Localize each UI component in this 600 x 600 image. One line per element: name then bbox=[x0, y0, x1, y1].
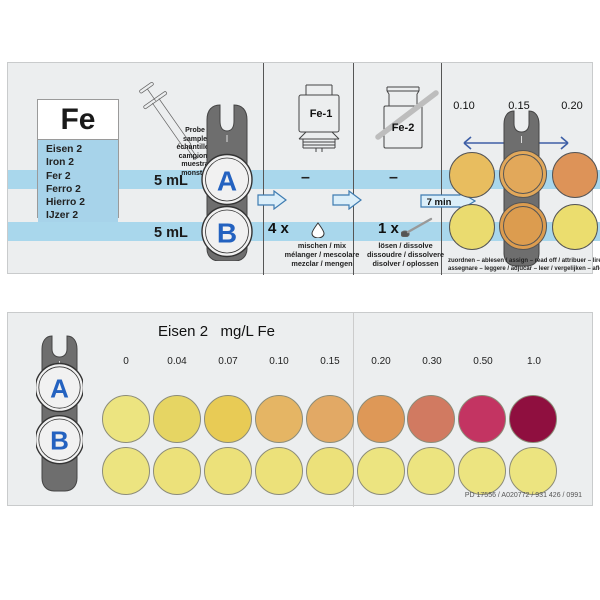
svg-text:A: A bbox=[217, 166, 237, 197]
svg-text:B: B bbox=[217, 218, 237, 249]
svg-text:Fe-1: Fe-1 bbox=[310, 108, 333, 120]
svg-text:B: B bbox=[50, 426, 69, 456]
svg-text:7 min: 7 min bbox=[427, 197, 452, 208]
svg-text:Fe-2: Fe-2 bbox=[392, 122, 415, 134]
svg-text:A: A bbox=[50, 374, 69, 404]
